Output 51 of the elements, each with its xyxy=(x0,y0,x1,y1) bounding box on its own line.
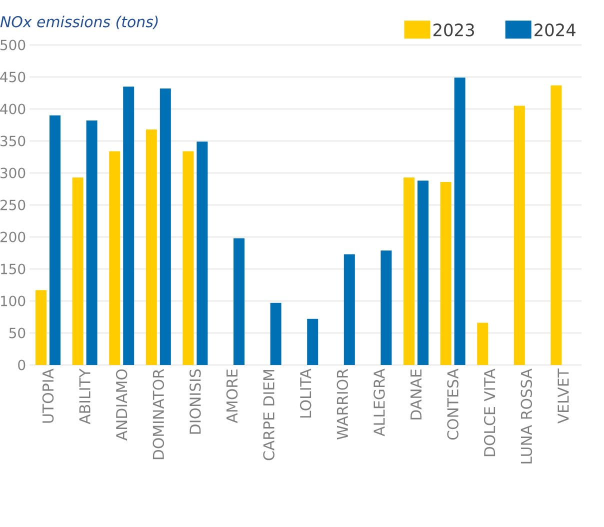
x-tick-label: ALLEGRA xyxy=(374,368,385,436)
x-tick-label: ANDIAMO xyxy=(116,369,128,441)
x-tick-label: ABILITY xyxy=(79,368,90,424)
bar xyxy=(380,250,392,365)
y-tick-label: 450 xyxy=(0,72,26,82)
bar xyxy=(50,115,60,365)
x-tick-label: LOLITA xyxy=(300,368,312,418)
bar xyxy=(477,322,488,365)
bar xyxy=(109,151,120,365)
y-tick-label: 350 xyxy=(0,136,26,146)
bar xyxy=(160,88,171,365)
bar xyxy=(307,318,318,365)
bar xyxy=(123,86,134,365)
bar xyxy=(454,78,466,365)
bar xyxy=(418,180,429,365)
x-tick-label: DIONISIS xyxy=(190,369,201,434)
bar xyxy=(72,177,84,365)
x-tick-label: DANAE xyxy=(410,369,422,420)
bar xyxy=(550,85,562,365)
y-tick-label: 100 xyxy=(0,296,26,306)
bar xyxy=(146,129,157,365)
x-tick-label: VELVET xyxy=(558,368,569,424)
x-tick-label: AMORE xyxy=(226,369,238,424)
bar xyxy=(344,254,355,365)
y-tick-label: 200 xyxy=(0,232,26,242)
legend-label: 2024 xyxy=(534,24,576,36)
y-tick-label: 300 xyxy=(0,168,26,178)
bar xyxy=(270,302,282,365)
x-tick-label: CARPE DIEM xyxy=(263,370,274,460)
bar xyxy=(514,106,525,365)
x-tick-label: CONTESA xyxy=(447,368,458,440)
chart-title: NOx emissions (tons) xyxy=(0,16,158,30)
bar xyxy=(36,290,46,365)
y-tick-label: 250 xyxy=(0,200,26,210)
bar xyxy=(86,120,98,365)
x-tick-label: DOLCE VITA xyxy=(484,368,496,456)
bar xyxy=(182,151,194,365)
x-tick-label: WARRIOR xyxy=(336,368,348,440)
y-tick-label: 150 xyxy=(0,264,26,274)
bar xyxy=(196,142,208,365)
x-tick-label: LUNA ROSSA xyxy=(520,368,532,464)
bar xyxy=(234,238,245,365)
legend-label: 2023 xyxy=(433,24,474,36)
y-tick-label: 0 xyxy=(18,360,26,370)
bar xyxy=(440,182,452,365)
x-tick-label: UTOPIA xyxy=(42,368,54,423)
y-tick-label: 400 xyxy=(0,104,26,114)
y-tick-label: 50 xyxy=(9,328,26,338)
x-tick-label: DOMINATOR xyxy=(152,368,164,460)
bar xyxy=(404,177,415,365)
y-tick-label: 500 xyxy=(0,40,26,50)
